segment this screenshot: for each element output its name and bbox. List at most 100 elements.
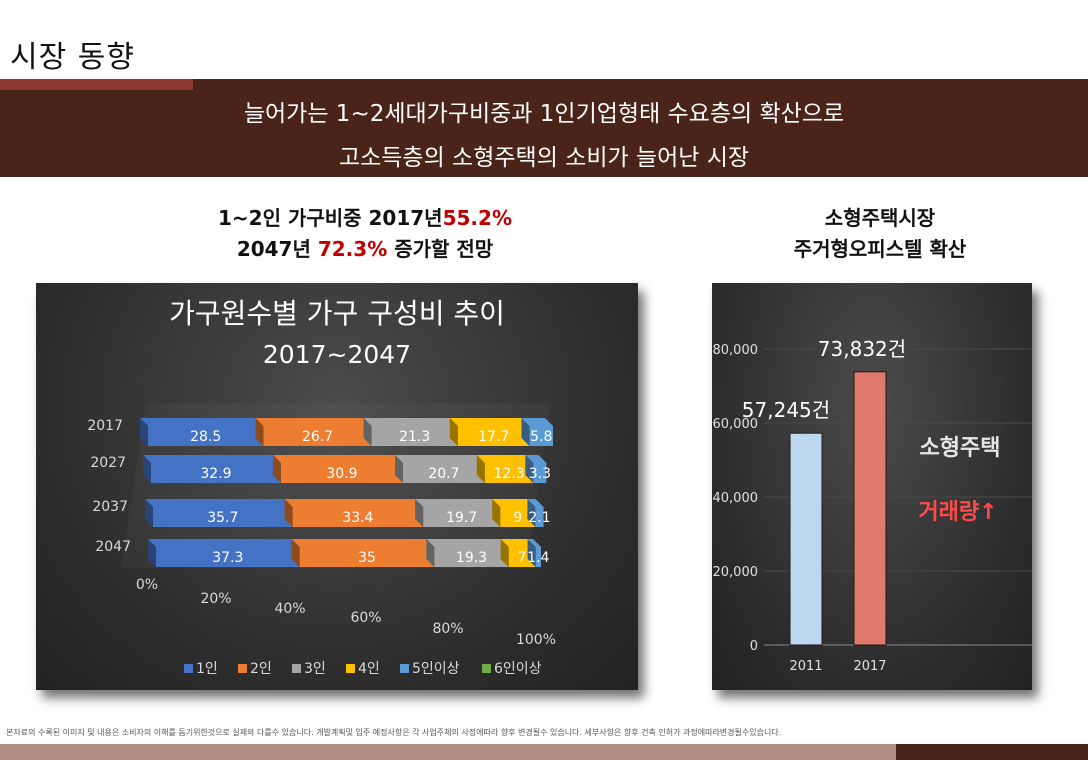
bar-segment [156,547,300,567]
bar-top-face [492,499,536,507]
legend-swatch [400,664,409,673]
bar [789,432,823,646]
household-composition-chart: 가구원수별 가구 구성비 추이 2017~2047 2017 28.5 26.7 21.3… [36,283,638,690]
bar-value-label: 33.4 [342,510,373,526]
bar-side-face [449,418,458,446]
bar-value-label: 37.3 [212,550,243,566]
left-headline-text-1: 1~2인 가구비중 2017년 [218,206,443,230]
bar-top-face [363,418,458,426]
legend-swatch [292,664,301,673]
right-headline: 소형주택시장 주거형오피스텔 확산 [720,203,1040,265]
page-title: 시장 동향 [10,40,135,75]
x-tick-label: 40% [274,601,305,617]
x-tick-label: 20% [200,591,231,607]
category-label: 2037 [92,499,128,515]
bar-side-face [500,539,509,567]
bar-segment [500,507,536,527]
bar-top-face [449,418,530,426]
left-headline-text-2: 2047년 [236,237,318,261]
bar-segment [535,507,544,527]
bar-top-face [527,499,544,507]
y-tick-label: 40,000 [713,491,759,506]
bar-value-label: 28.5 [190,429,221,445]
bar-value-label: 26.7 [302,429,333,445]
transaction-chart-svg: 0 20,000 40,000 60,000 80,000 2011 57,245건 2017… [713,337,1032,674]
bar-top-face [415,499,501,507]
chart-subtitle: 2017~2047 [263,340,411,369]
bar-side-face [527,499,536,527]
y-tick-label: 20,000 [713,565,759,580]
bar-top-face [143,455,281,463]
bar-side-face [255,418,264,446]
bar-side-face [140,418,148,446]
annotation-volume-up: 거래량↑ [918,500,997,525]
title-accent-bar [0,79,193,90]
right-headline-line-2: 주거형오피스텔 확산 [793,237,967,261]
annotation-small-housing: 소형주택 [920,436,1001,461]
bar-value-label: 57,245건 [742,398,830,422]
bar-value-label: 30.9 [326,466,357,482]
bar-segment [434,547,509,567]
bar [853,371,887,646]
bar-segment [423,507,501,527]
bar-segment [403,463,485,483]
bar-top-face [140,418,264,426]
legend-label: 3인 [304,661,326,677]
legend-label: 4인 [358,661,380,677]
left-headline: 1~2인 가구비중 2017년55.2% 2047년 72.3% 증가할 전망 [130,203,600,265]
bar-value-label: 1.4 [527,550,549,566]
right-headline-line-1: 소형주택시장 [824,206,936,230]
left-headline-highlight-2: 72.3% [317,237,388,261]
bar-segment [280,463,404,483]
bar-segment [533,463,547,483]
category-label: 2017 [87,418,123,434]
banner [0,79,1088,177]
bar-segment [535,547,541,567]
footer-bar [0,744,896,760]
bar-value-label: 21.3 [399,429,430,445]
legend-swatch [346,664,355,673]
bar-side-face [148,539,156,567]
bar-value-label: 12.3 [493,466,524,482]
bar-top-face [395,455,485,463]
bar-top-face [426,539,509,547]
bar-segment [457,426,530,446]
y-tick-label: 0 [750,639,758,654]
bar-side-face [145,499,153,527]
bar-side-face [284,499,293,527]
bar-side-face [521,418,530,446]
bar-value-label: 2.1 [528,510,550,526]
x-tick-label: 60% [350,610,381,626]
bar-value-label: 9 [513,510,522,526]
bar-side-face [525,455,534,483]
footer-bar-accent [896,744,1088,760]
bar-side-face [476,455,485,483]
bar-top-face [476,455,534,463]
x-tick-label: 100% [516,632,556,648]
legend-swatch [184,664,193,673]
small-housing-transaction-chart: 0 20,000 40,000 60,000 80,000 2011 57,245건 2017… [712,283,1032,690]
category-label: 2027 [90,455,126,471]
banner-line-1: 늘어가는 1~2세대가구비중과 1인기업형태 수요층의 확산으로 [243,101,845,127]
bar-segment [299,547,435,567]
bar-segment [151,463,281,483]
chart-title: 가구원수별 가구 구성비 추이 [169,297,505,330]
bar-top-face [272,455,404,463]
footer-disclaimer: 본자료의 수록된 이미지 및 내용은 소비자의 이해를 돕기위한것으로 실제와 … [6,728,782,737]
legend-label: 2인 [250,661,272,677]
bar-top-face [284,499,424,507]
legend-label: 5인이상 [412,661,460,677]
x-tick-label: 80% [432,621,463,637]
x-tick-label: 2017 [853,659,886,674]
bar-segment [292,507,424,527]
bar-value-label: 35 [358,550,376,566]
bar-value-label: 3.3 [529,466,551,482]
bar-value-label: 20.7 [428,466,459,482]
bar-side-face [492,499,501,527]
bar-value-label: 5.8 [530,429,552,445]
bar-value-label: 73,832건 [818,337,906,361]
bar-top-face [500,539,536,547]
bar-side-face [363,418,372,446]
bar-value-label: 19.7 [446,510,477,526]
bar-segment [529,426,553,446]
